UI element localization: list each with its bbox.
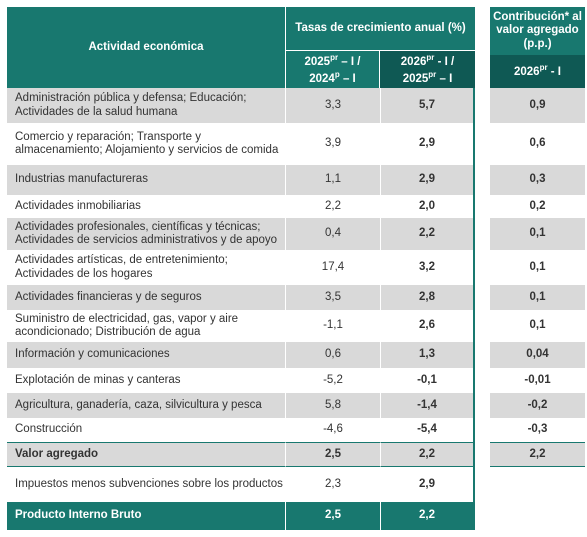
activity-cell: Construcción xyxy=(15,423,83,436)
contribution-cell: 0,9 xyxy=(490,88,585,123)
activity-cell: Suministro de electricidad, gas, vapor y… xyxy=(15,312,239,338)
growth-cell: 2,2 xyxy=(380,502,475,530)
activity-cell: Actividades artísticas, de entretenimien… xyxy=(15,254,228,280)
activity-cell: Actividades inmobiliarias xyxy=(15,199,141,212)
contribution-col: 2026pr - I xyxy=(490,55,585,88)
growth-cell: 0,4 xyxy=(285,218,380,250)
growth-cell: 1,3 xyxy=(380,342,475,368)
year: 2024 xyxy=(309,72,335,85)
growth-cell: -1,4 xyxy=(380,393,475,418)
growth-cell: 3,5 xyxy=(285,285,380,310)
activity-cell: Impuestos menos subvenciones sobre los p… xyxy=(15,477,283,490)
activity-cell: Información y comunicaciones xyxy=(7,342,285,368)
activity-cell: Agricultura, ganadería, caza, silvicultu… xyxy=(7,393,285,418)
growth-cell: 2,9 xyxy=(380,467,475,502)
growth-cell: -5,4 xyxy=(380,418,475,442)
contribution-title: Contribución* al valor agregado (p.p.) xyxy=(490,7,585,55)
year: 2026 xyxy=(513,66,540,79)
activity-cell: Administración pública y defensa; Educac… xyxy=(7,88,285,123)
contribution-cell: 0,6 xyxy=(529,137,546,150)
sup: pr xyxy=(539,63,548,73)
growth-cell: 17,4 xyxy=(285,250,380,285)
period: – I xyxy=(342,72,356,85)
year: 2025 xyxy=(402,72,429,85)
contribution-cell: 2,2 xyxy=(490,442,585,467)
growth-col1: 2025pr – I / 2024p – I xyxy=(286,51,380,88)
growth-cell: 2,2 xyxy=(380,218,475,250)
sup: pr xyxy=(428,69,437,79)
contribution-cell: -0,01 xyxy=(524,373,551,386)
contribution-cell: -0,2 xyxy=(490,393,585,418)
growth-cell: -0,1 xyxy=(380,368,475,393)
growth-cell: 5,8 xyxy=(285,393,380,418)
growth-cell: 3,2 xyxy=(380,250,475,285)
contribution-cell: 0,1 xyxy=(529,260,546,273)
contribution-cell: 0,2 xyxy=(529,199,546,212)
year: 2025 xyxy=(304,56,331,69)
growth-cell: 2,8 xyxy=(380,285,475,310)
activity-cell: Actividades financieras y de seguros xyxy=(7,285,285,310)
sup: p xyxy=(334,69,340,79)
contribution-cell: 0,04 xyxy=(490,342,585,368)
growth-cell: 2,0 xyxy=(380,195,475,218)
activity-header: Actividad económica xyxy=(7,7,285,88)
growth-cell: 0,6 xyxy=(285,342,380,368)
growth-cell: 2,6 xyxy=(380,310,475,342)
growth-cell: 2,5 xyxy=(285,442,380,467)
growth-title: Tasas de crecimiento anual (%) xyxy=(286,7,475,51)
growth-cell: 2,9 xyxy=(380,123,475,165)
activity-cell: Comercio y reparación; Transporte y alma… xyxy=(15,130,279,156)
growth-cell: 2,5 xyxy=(285,502,380,530)
year: 2026 xyxy=(400,56,427,69)
growth-cell: 1,1 xyxy=(285,165,380,195)
contribution-cell: 0,1 xyxy=(490,218,585,250)
growth-cell: 2,9 xyxy=(380,165,475,195)
growth-cell: 2,2 xyxy=(285,195,380,218)
growth-cell: 5,7 xyxy=(380,88,475,123)
growth-cell: -4,6 xyxy=(285,418,380,442)
period: – I / xyxy=(341,56,361,69)
growth-cell: -5,2 xyxy=(285,368,380,393)
contribution-cell: 0,1 xyxy=(529,319,546,332)
contribution-cell: 0,1 xyxy=(490,285,585,310)
growth-cell: -1,1 xyxy=(285,310,380,342)
growth-col2: 2026pr - I /2025pr – I xyxy=(380,51,475,88)
activity-cell: Explotación de minas y canteras xyxy=(15,373,181,386)
growth-cell: 3,9 xyxy=(285,123,380,165)
activity-cell: Actividades profesionales, científicas y… xyxy=(7,218,285,250)
sup: pr xyxy=(426,53,435,63)
period: - I xyxy=(550,66,562,79)
contribution-cell: 0,3 xyxy=(490,165,585,195)
activity-cell: Industrias manufactureras xyxy=(7,165,285,195)
activity-cell: Valor agregado xyxy=(7,442,285,467)
growth-cell: 2,2 xyxy=(380,442,475,467)
period: – I xyxy=(439,72,453,85)
sup: pr xyxy=(330,53,339,63)
growth-cell: 3,3 xyxy=(285,88,380,123)
growth-cell: 2,3 xyxy=(285,467,380,502)
activity-cell: Producto Interno Bruto xyxy=(7,502,285,530)
period: - I / xyxy=(437,56,455,69)
contribution-cell: -0,3 xyxy=(527,423,548,436)
